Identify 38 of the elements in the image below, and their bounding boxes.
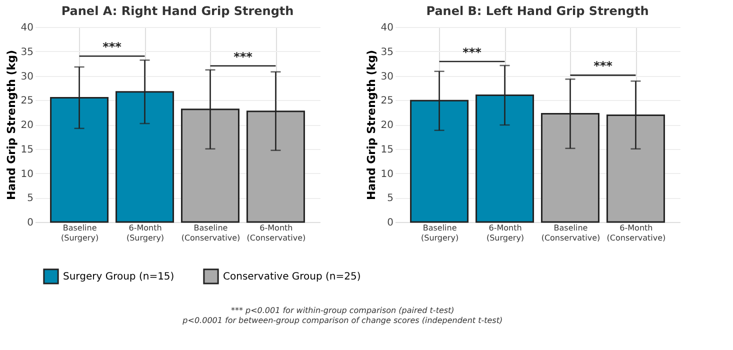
y-tick-label: 25: [20, 96, 34, 107]
x-tick-label: 6-Month (Conservative): [606, 224, 666, 242]
y-tick-label: 20: [20, 120, 34, 131]
x-tick-label: 6-Month (Surgery): [486, 224, 524, 242]
x-tick-label: Baseline (Conservative): [541, 224, 600, 242]
annotation: ***: [234, 50, 254, 64]
x-tick-label: Baseline (Conservative): [181, 224, 240, 242]
text: *** p<0.001 for within-group comparison (paired t-test): [230, 306, 454, 315]
legend-label: Surgery Group (n=15): [63, 271, 174, 282]
y-tick-label: 0: [387, 218, 394, 228]
y-tick-label: 40: [20, 22, 34, 34]
x-tick-label: 6-Month (Conservative): [246, 224, 306, 242]
chart-title: Panel A: Right Hand Grip Strength: [61, 4, 294, 18]
y-tick-label: 25: [380, 96, 394, 107]
y-tick-label: 15: [380, 144, 394, 156]
y-tick-label: 40: [380, 22, 394, 34]
annotation: ***: [102, 40, 122, 54]
annotation: ***: [462, 46, 482, 60]
y-axis-title: Hand Grip Strength (kg): [364, 50, 378, 200]
text: p<0.0001 for between-group comparison of change scores (independent t-test): [182, 316, 503, 325]
legend-label: Conservative Group (n=25): [223, 271, 361, 282]
x-tick-label: Baseline (Surgery): [61, 224, 99, 242]
y-tick-label: 30: [20, 71, 34, 82]
y-tick-label: 35: [20, 46, 34, 58]
x-tick-label: Baseline (Surgery): [421, 224, 459, 242]
y-tick-label: 10: [380, 168, 394, 180]
y-tick-label: 5: [27, 193, 34, 204]
y-tick-label: 0: [27, 218, 34, 228]
y-tick-label: 20: [380, 120, 394, 131]
annotation: ***: [594, 59, 614, 74]
y-axis-title: Hand Grip Strength (kg): [4, 50, 18, 200]
y-tick-label: 15: [20, 144, 34, 156]
x-tick-label: 6-Month (Surgery): [126, 224, 164, 242]
y-tick-label: 10: [20, 168, 34, 180]
y-tick-label: 35: [380, 46, 394, 58]
chart-title: Panel B: Left Hand Grip Strength: [426, 4, 649, 18]
y-tick-label: 5: [387, 193, 394, 204]
y-tick-label: 30: [380, 71, 394, 82]
